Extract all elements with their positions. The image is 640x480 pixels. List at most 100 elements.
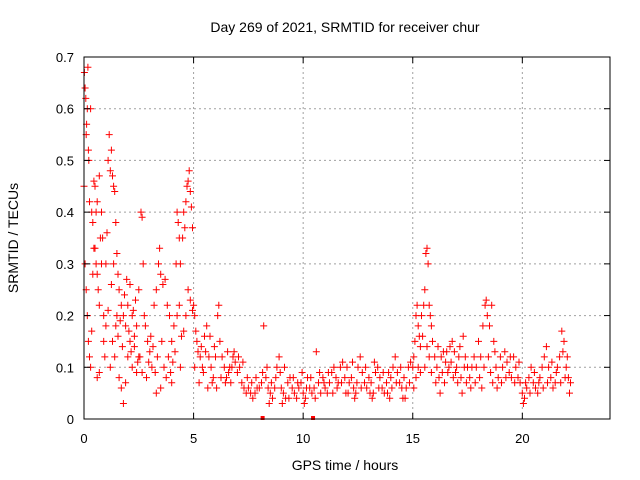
data-point — [539, 384, 547, 392]
data-point — [307, 374, 315, 382]
data-point — [289, 374, 297, 382]
data-point — [336, 363, 344, 371]
data-point — [205, 353, 213, 361]
data-point — [372, 369, 379, 376]
data-point — [123, 275, 131, 283]
data-point — [491, 348, 499, 356]
data-point — [122, 322, 130, 330]
data-point — [184, 286, 192, 294]
data-point — [505, 369, 513, 376]
data-point — [95, 369, 103, 376]
data-point — [84, 63, 92, 71]
data-point — [244, 384, 252, 392]
data-point — [181, 224, 189, 232]
data-point — [98, 208, 105, 216]
data-point — [117, 301, 125, 309]
data-point — [130, 343, 138, 351]
data-point — [275, 353, 283, 361]
data-point — [180, 208, 188, 216]
data-point — [189, 224, 196, 232]
data-point — [412, 374, 420, 382]
data-point — [447, 358, 455, 366]
data-point — [249, 394, 257, 402]
data-point — [478, 384, 486, 392]
data-point — [483, 312, 491, 320]
y-tick-label: 0.1 — [56, 360, 74, 375]
data-point — [193, 337, 201, 345]
data-point — [105, 131, 113, 139]
data-point — [433, 363, 441, 371]
data-point — [333, 384, 341, 392]
data-point — [434, 343, 442, 351]
data-point — [112, 219, 120, 226]
data-point — [233, 369, 241, 376]
data-point — [351, 394, 359, 402]
data-point — [183, 182, 191, 190]
data-point — [376, 374, 384, 382]
data-point — [426, 312, 434, 320]
data-point — [164, 353, 172, 361]
data-point — [414, 322, 422, 330]
data-point — [347, 374, 355, 382]
data-point — [384, 389, 391, 397]
data-point — [107, 146, 115, 154]
data-point — [168, 337, 176, 345]
data-point — [126, 337, 134, 345]
y-tick-label: 0 — [67, 412, 74, 427]
data-point — [135, 286, 143, 294]
data-point — [216, 337, 224, 345]
data-point — [450, 348, 458, 356]
data-point — [179, 234, 187, 242]
data-point — [492, 363, 500, 371]
data-point — [476, 374, 484, 382]
data-point — [176, 363, 184, 371]
data-point — [486, 322, 493, 330]
data-point — [374, 363, 382, 371]
data-point — [499, 363, 507, 371]
data-point — [453, 363, 461, 371]
data-point — [472, 363, 480, 371]
data-point — [402, 384, 410, 392]
data-point — [418, 312, 425, 320]
data-point — [358, 369, 366, 376]
data-point — [466, 374, 474, 382]
data-point — [239, 358, 247, 366]
data-point — [411, 337, 419, 345]
data-point — [527, 363, 535, 371]
data-point — [290, 389, 298, 397]
data-point — [423, 343, 431, 351]
data-point — [425, 301, 433, 309]
data-point — [356, 353, 364, 361]
data-point — [180, 327, 188, 335]
data-point — [174, 219, 182, 226]
data-point — [344, 389, 352, 397]
data-point — [106, 363, 114, 371]
data-point — [484, 353, 492, 361]
data-point — [438, 369, 446, 376]
data-point — [458, 389, 466, 397]
data-point — [190, 301, 198, 309]
data-point — [467, 384, 475, 392]
data-point — [501, 348, 509, 356]
data-point — [153, 353, 161, 361]
data-point — [414, 363, 422, 371]
data-point — [228, 363, 236, 371]
data-point — [143, 374, 150, 382]
data-point — [281, 363, 288, 371]
data-point — [324, 369, 332, 376]
data-point — [259, 369, 267, 376]
data-point — [101, 353, 109, 361]
data-point — [452, 369, 459, 376]
data-point — [125, 327, 133, 335]
data-point — [560, 337, 568, 345]
data-point — [175, 301, 183, 309]
data-point — [567, 379, 574, 387]
data-point — [321, 384, 329, 392]
data-point — [518, 389, 526, 397]
data-point — [523, 384, 531, 392]
data-point — [124, 301, 132, 309]
data-point — [389, 363, 397, 371]
data-point — [457, 374, 465, 382]
data-point — [413, 301, 421, 309]
data-point — [532, 384, 539, 392]
